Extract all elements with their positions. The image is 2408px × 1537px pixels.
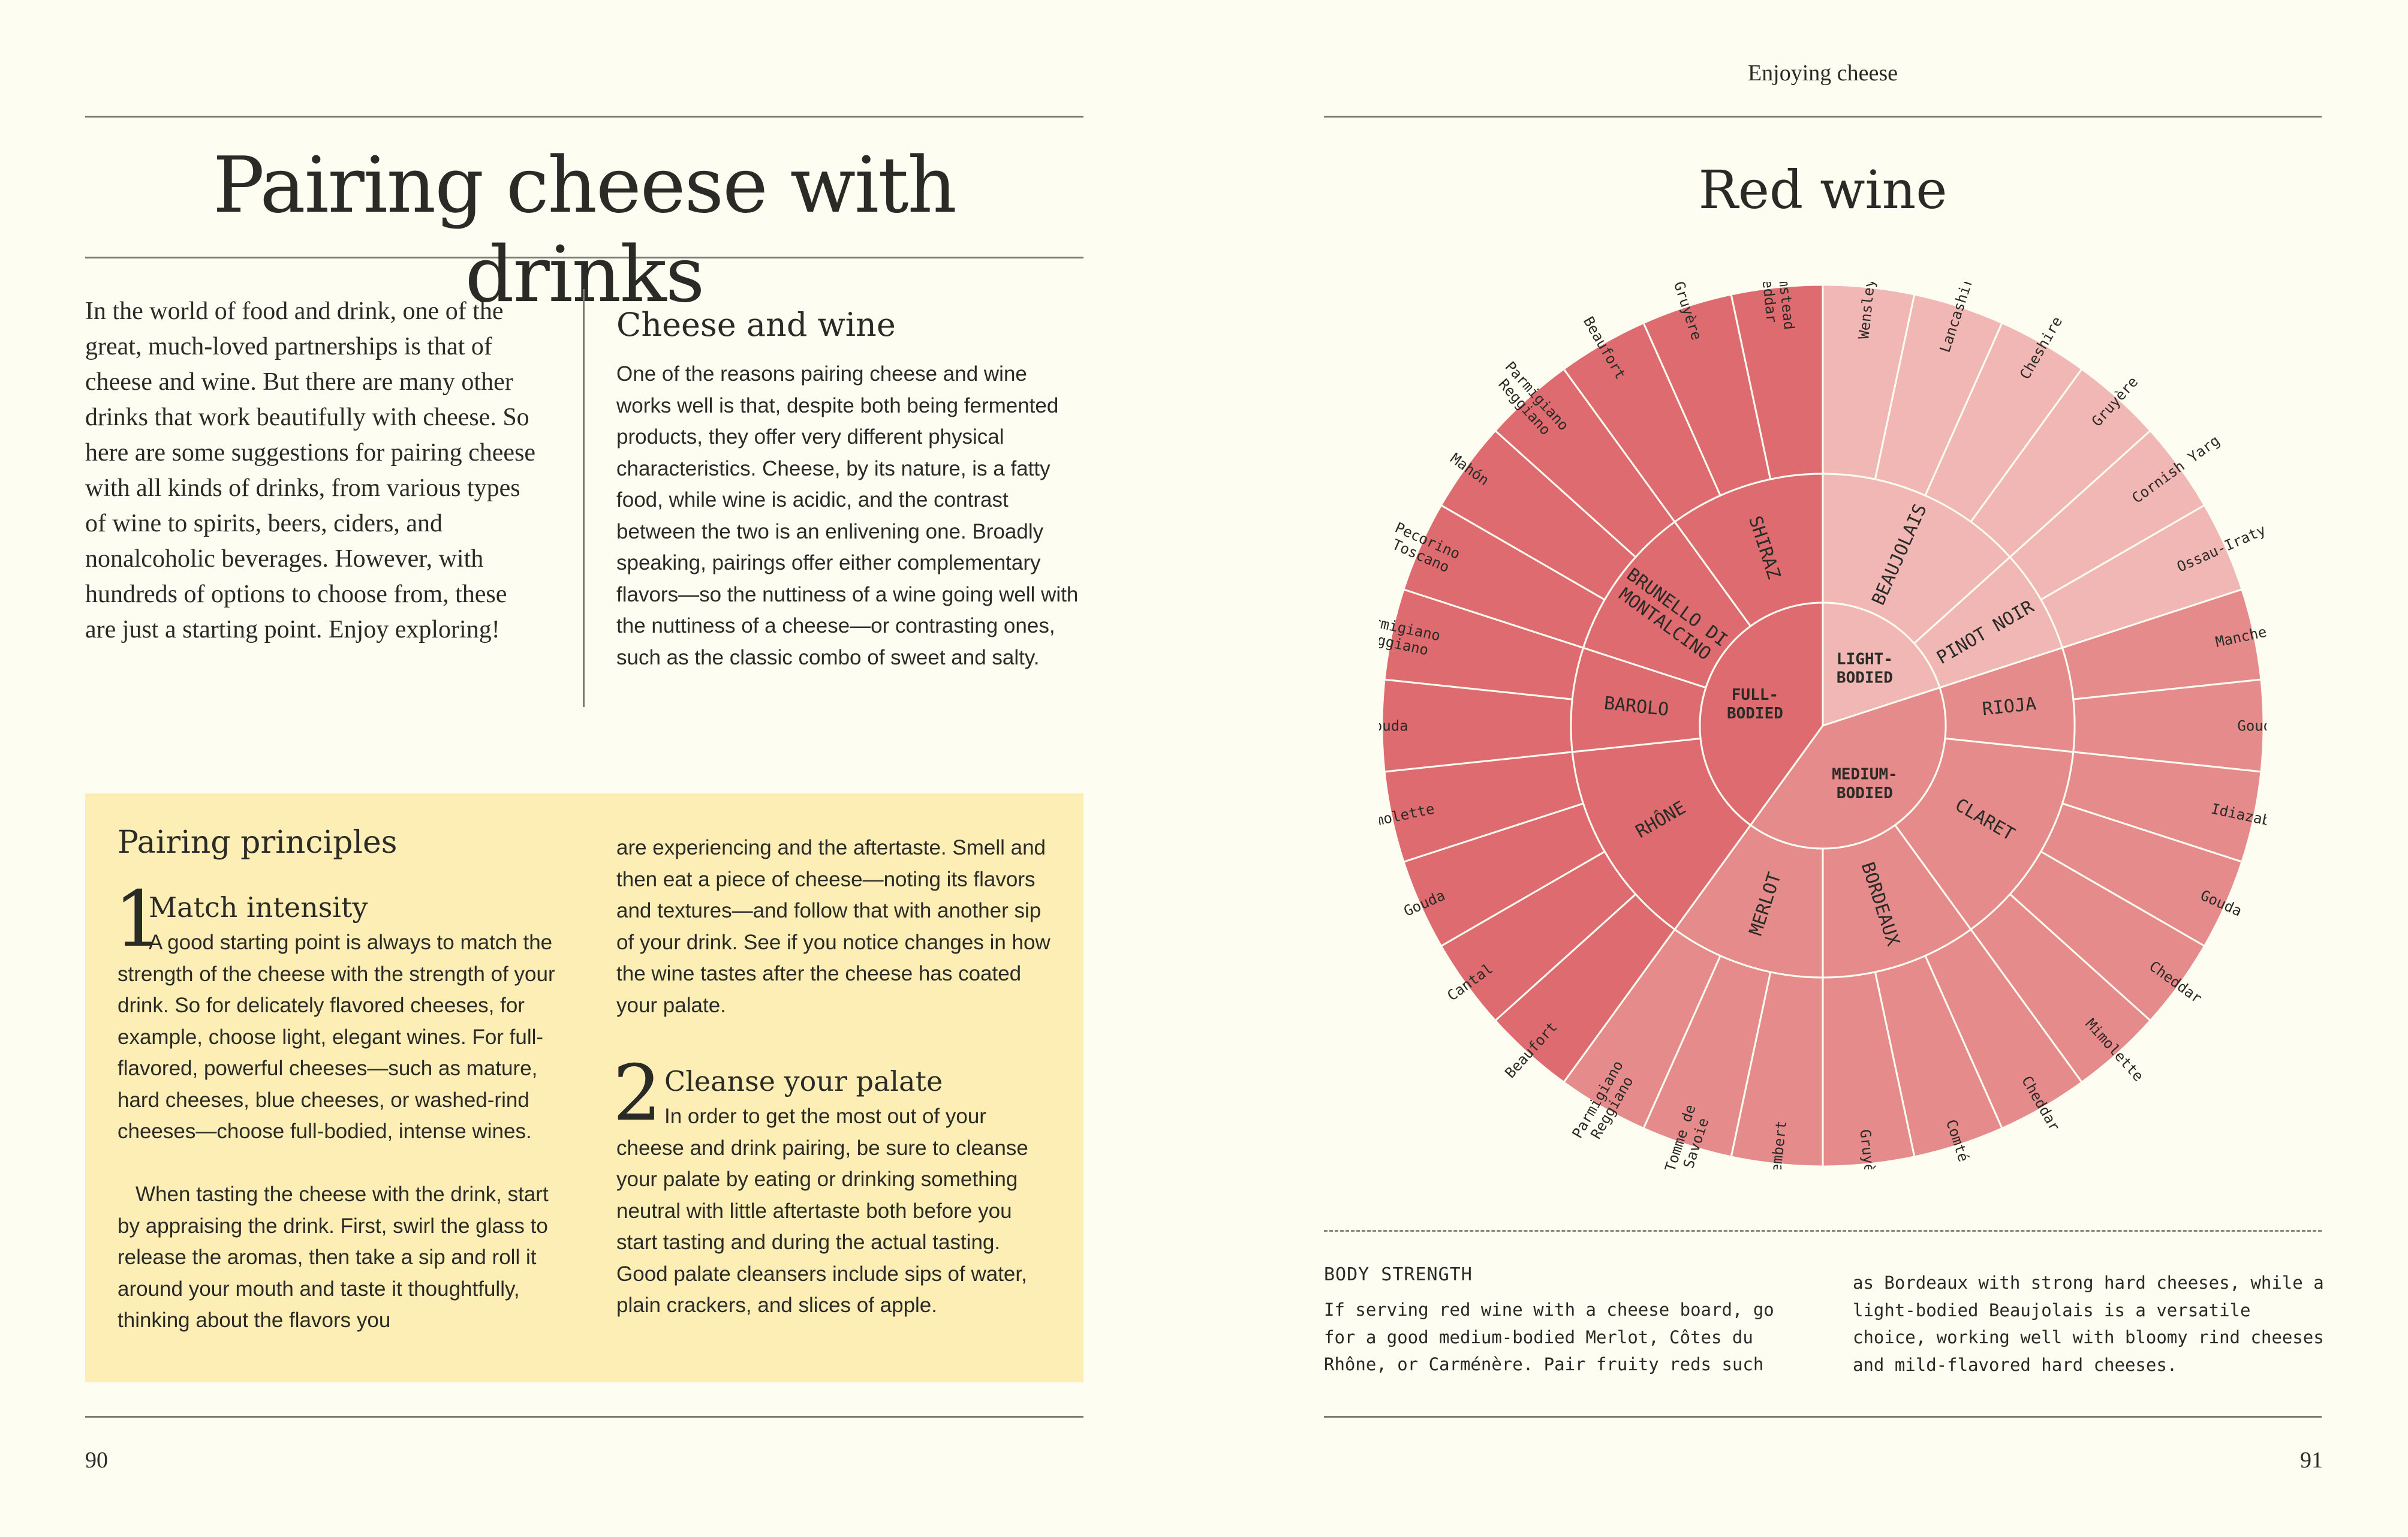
principle-2-body: In order to get the most out of your che… (616, 1105, 1028, 1317)
bottom-rule-right (1324, 1416, 2322, 1418)
cheese-and-wine-body: One of the reasons pairing cheese and wi… (616, 362, 1079, 669)
pairing-principles-box (85, 793, 1083, 1382)
principle-2-heading: Cleanse your palate (664, 1065, 943, 1097)
principle-2-number: 2 (613, 1049, 662, 1138)
top-rule-right (1324, 116, 2322, 118)
principle-1-body: A good starting point is always to match… (118, 931, 555, 1143)
cheese-and-wine-heading: Cheese and wine (616, 306, 896, 344)
body-segment (1699, 601, 1824, 826)
title-rule (85, 257, 1083, 258)
page-number-right: 91 (2300, 1448, 2323, 1473)
cheese-label: Gouda (1379, 717, 1408, 734)
principle-1-tasting-part1: When tasting the cheese with the drink, … (118, 1183, 549, 1332)
cheese-label: Tomme deSavoie (1661, 1102, 1715, 1169)
principle-1-number: 1 (114, 875, 163, 964)
cheese-label: Gouda (2237, 717, 2266, 734)
body-segment (1822, 601, 1941, 727)
body-strength-col2: as Bordeaux with strong hard cheeses, wh… (1853, 1273, 2324, 1375)
body-label: MEDIUM-BODIED (1832, 766, 1898, 802)
principle-1-heading: Match intensity (149, 891, 368, 924)
red-wine-pairing-wheel: LIGHT-BODIEDMEDIUM-BODIEDFULL-BODIEDBEAU… (1379, 282, 2266, 1169)
intro-paragraph: In the world of food and drink, one of t… (85, 297, 536, 643)
running-header: Enjoying cheese (1747, 61, 1898, 86)
dashed-divider (1324, 1230, 2322, 1232)
body-segment (1749, 686, 1947, 850)
body-strength-label: BODY STRENGTH (1324, 1264, 1473, 1285)
red-wine-title: Red wine (1698, 159, 1948, 221)
bottom-rule-left (85, 1416, 1083, 1418)
pairing-principles-title: Pairing principles (118, 825, 398, 861)
page-number-left: 90 (85, 1448, 108, 1473)
principle-1-tasting-part2: are experiencing and the aftertaste. Sme… (616, 836, 1051, 1017)
body-label: LIGHT-BODIED (1837, 650, 1893, 687)
top-rule-left (85, 116, 1083, 118)
page-title: Pairing cheese with drinks (213, 141, 957, 320)
body-label: FULL-BODIED (1727, 686, 1783, 723)
column-divider (583, 289, 585, 707)
body-strength-col1: If serving red wine with a cheese board,… (1324, 1300, 1774, 1374)
